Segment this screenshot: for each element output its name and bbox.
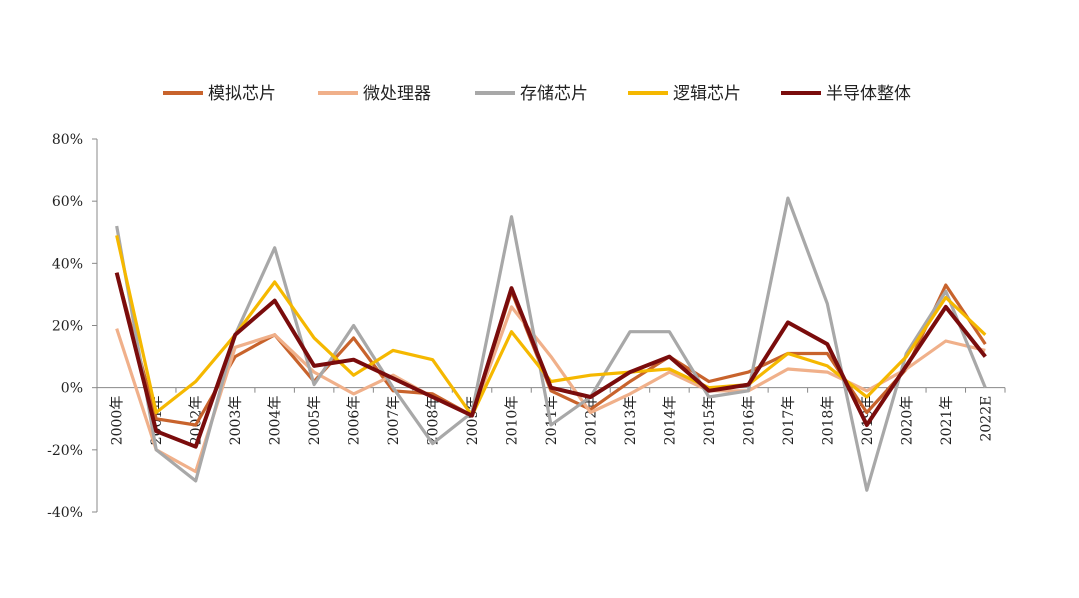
x-tick-label: 2004年 [268,396,284,446]
y-tick-label: 20% [52,319,83,335]
series-line [115,305,986,474]
x-tick-label: 2017年 [781,396,797,446]
legend-label: 模拟芯片 [208,84,276,104]
x-tick-label: 2006年 [347,396,363,446]
y-tick-label: -40% [47,505,83,521]
y-tick-label: 40% [52,256,83,272]
x-tick-label: 2022E [978,396,994,442]
x-tick-label: 2018年 [820,396,836,446]
y-tick-label: 0% [61,381,83,397]
x-tick-label: 2013年 [623,396,639,446]
x-tick-label: 2005年 [307,396,323,446]
y-tick-label: 80% [52,132,83,148]
legend-label: 存储芯片 [520,84,588,104]
legend-item: 半导体整体 [781,84,911,104]
x-tick-label: 2015年 [702,396,718,446]
x-tick-label: 2014年 [662,396,678,446]
series-line [115,196,987,492]
legend-item: 微处理器 [318,84,431,104]
legend-label: 半导体整体 [826,84,911,104]
x-tick-label: 2010年 [505,396,521,446]
x-tick-label: 2003年 [228,396,244,446]
legend-label: 微处理器 [363,84,431,104]
y-tick-label: -20% [47,443,83,459]
series-line [114,272,987,449]
x-tick-label: 2016年 [741,396,757,446]
x-tick-label: 2008年 [426,396,442,446]
x-tick-label: 2020年 [899,396,915,446]
x-tick-label: 2000年 [110,396,126,446]
x-tick-label: 2007年 [386,396,402,446]
legend-item: 模拟芯片 [163,84,276,104]
y-tick-label: 60% [52,194,83,210]
legend-item: 存储芯片 [475,84,588,104]
legend-label: 逻辑芯片 [673,84,741,104]
series-line [115,235,987,418]
legend-item: 逻辑芯片 [628,84,741,104]
x-tick-label: 2021年 [939,396,955,446]
